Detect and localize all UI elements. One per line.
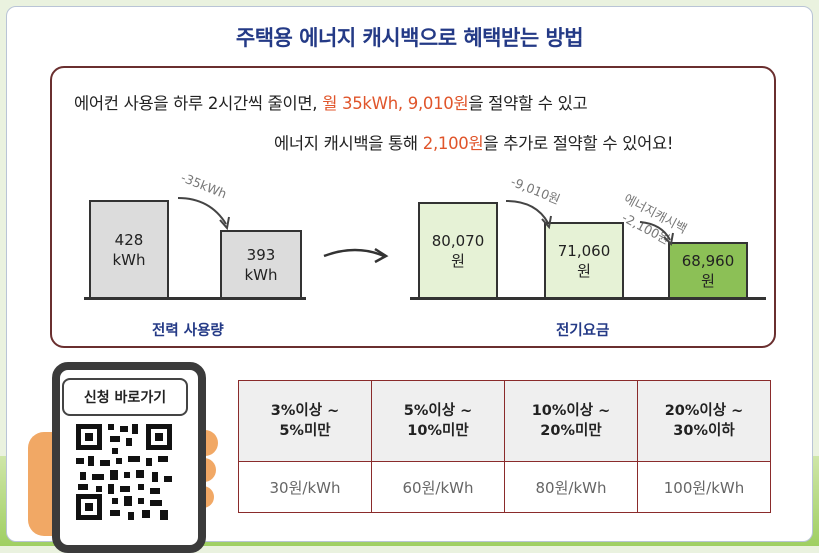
qr-code-icon[interactable] <box>72 420 176 524</box>
rate-cell: 80원/kWh <box>504 461 638 513</box>
intro-text: 에너지 캐시백을 통해 <box>274 134 418 153</box>
header-cell: 3%이상 ~ 5%미만 <box>238 380 372 462</box>
rate-cell: 100원/kWh <box>637 461 771 513</box>
power-baseline <box>84 297 306 300</box>
curved-arrow-icon <box>505 200 552 230</box>
curved-arrow-icon <box>177 197 230 231</box>
power-after-bar: 393 kWh <box>220 230 302 299</box>
intro-text: 을 절약할 수 있고 <box>468 94 588 113</box>
apply-shortcut-button[interactable]: 신청 바로가기 <box>62 378 188 416</box>
intro-highlight: 월 35kWh, 9,010원 <box>322 94 469 113</box>
table-row: 30원/kWh 60원/kWh 80원/kWh 100원/kWh <box>238 461 771 513</box>
bill-caption: 전기요금 <box>556 323 610 339</box>
intro-text: 에어컨 사용을 하루 2시간씩 줄이면, <box>74 94 318 113</box>
power-caption: 전력 사용량 <box>152 323 224 339</box>
bill-baseline <box>410 297 766 300</box>
curved-arrow-icon <box>639 221 674 247</box>
table-header-row: 3%이상 ~ 5%미만 5%이상 ~ 10%미만 10%이상 ~ 20%미만 2… <box>238 380 771 462</box>
intro-highlight: 2,100원 <box>422 134 484 153</box>
page-title: 주택용 에너지 캐시백으로 혜택받는 방법 <box>235 26 584 50</box>
arrow-right-icon <box>323 247 389 264</box>
bill-before-bar: 80,070 원 <box>418 202 498 299</box>
cashback-rate-table: 3%이상 ~ 5%미만 5%이상 ~ 10%미만 10%이상 ~ 20%미만 2… <box>238 380 771 513</box>
header-cell: 5%이상 ~ 10%미만 <box>371 380 505 462</box>
bill-mid-bar: 71,060 원 <box>544 222 624 299</box>
example-panel <box>50 66 776 348</box>
rate-cell: 30원/kWh <box>238 461 372 513</box>
header-cell: 10%이상 ~ 20%미만 <box>504 380 638 462</box>
power-before-bar: 428 kWh <box>89 200 169 299</box>
rate-cell: 60원/kWh <box>371 461 505 513</box>
bill-after-bar: 68,960 원 <box>668 242 748 299</box>
intro-line-1: 에어컨 사용을 하루 2시간씩 줄이면, 월 35kWh, 9,010원을 절약… <box>74 90 588 114</box>
header-cell: 20%이상 ~ 30%이하 <box>637 380 771 462</box>
intro-text: 을 추가로 절약할 수 있어요! <box>483 134 674 153</box>
intro-line-2: 에너지 캐시백을 통해 2,100원을 추가로 절약할 수 있어요! <box>274 130 673 154</box>
